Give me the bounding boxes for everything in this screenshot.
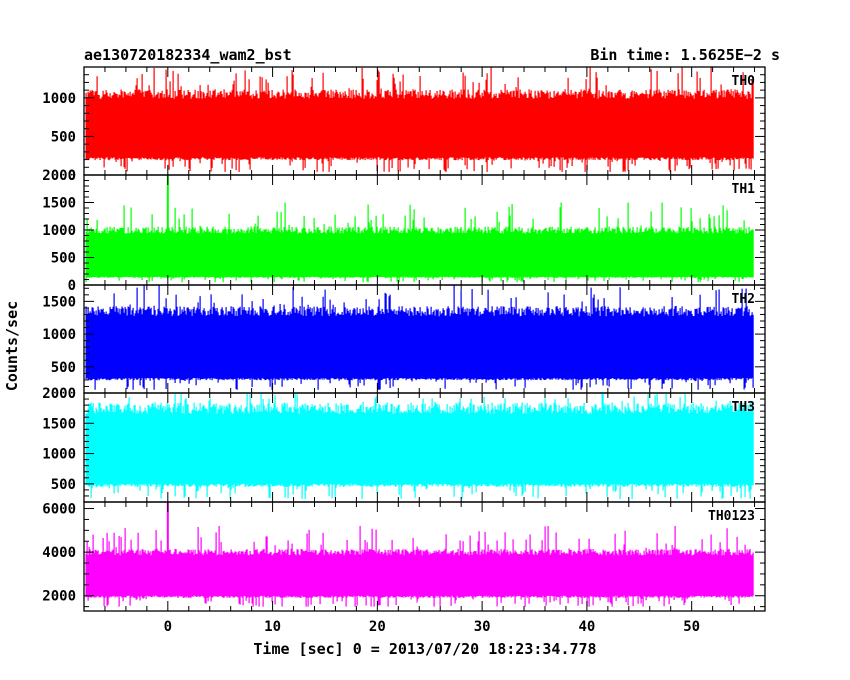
y-tick-label-th0: 500 (51, 129, 76, 145)
y-tick-label-th0123: 4000 (42, 545, 76, 561)
y-axis-label: Counts/sec (3, 301, 21, 391)
x-tick-label: 50 (683, 619, 700, 635)
y-tick-label-th0: 0 (68, 168, 76, 184)
panel-th1: 0 500 1000 1500 2000 TH1 (42, 168, 766, 294)
panel-label-th3: TH3 (732, 400, 755, 415)
y-tick-label-th2: 1000 (42, 327, 76, 343)
chart-title-right: Bin time: 1.5625E−2 s (590, 46, 780, 64)
x-tick-label: 10 (264, 619, 281, 635)
y-tick-label-th2: 500 (51, 360, 76, 376)
x-tick-label: 30 (474, 619, 491, 635)
series-line-th3 (85, 393, 754, 499)
panels-group: 05001000TH00500100015002000TH15001000150… (42, 66, 766, 635)
y-tick-label-th0123: 2000 (42, 589, 76, 605)
x-tick-label: 40 (578, 619, 595, 635)
y-tick-label-th1: 500 (51, 251, 76, 267)
y-tick-label-th0: 1000 (42, 91, 76, 107)
y-tick-label-th1: 2000 (42, 168, 76, 184)
panel-label-th0: TH0 (732, 74, 756, 89)
panel-th0: 0 500 1000 TH0 (42, 66, 766, 184)
y-tick-label-th2: 1500 (42, 294, 76, 310)
panel-label-th1: TH1 (732, 182, 756, 197)
series-line-th0123 (85, 526, 754, 607)
panel-label-th2: TH2 (732, 292, 755, 307)
x-tick-label: 20 (369, 619, 386, 635)
x-axis-label: Time [sec] 0 = 2013/07/20 18:23:34.778 (253, 640, 596, 658)
y-tick-label-th3: 500 (51, 477, 76, 493)
y-tick-label-th3: 1000 (42, 447, 76, 463)
y-tick-label-th3: 2000 (42, 386, 76, 402)
series-line-th2 (85, 285, 754, 390)
panel-frame-th0123 (83, 501, 766, 612)
y-tick-label-th1: 0 (68, 278, 76, 294)
series-line-th0 (85, 67, 754, 172)
y-tick-label-th1: 1500 (42, 196, 76, 212)
y-tick-label-th0123: 6000 (42, 502, 76, 518)
x-tick-label: 0 (164, 619, 172, 635)
panel-th2: 500 1000 1500 TH2 (42, 284, 766, 394)
y-tick-label-th3: 1500 (42, 416, 76, 432)
panel-th0123: 2000 4000 6000 TH0123 (42, 501, 766, 612)
series-line-th1 (85, 202, 754, 283)
panel-th3: 500 1000 1500 2000 TH3 (42, 386, 766, 503)
y-tick-label-th1: 1000 (42, 223, 76, 239)
chart-title-left: ae130720182334_wam2_bst (84, 46, 292, 64)
panel-label-th0123: TH0123 (708, 509, 755, 524)
